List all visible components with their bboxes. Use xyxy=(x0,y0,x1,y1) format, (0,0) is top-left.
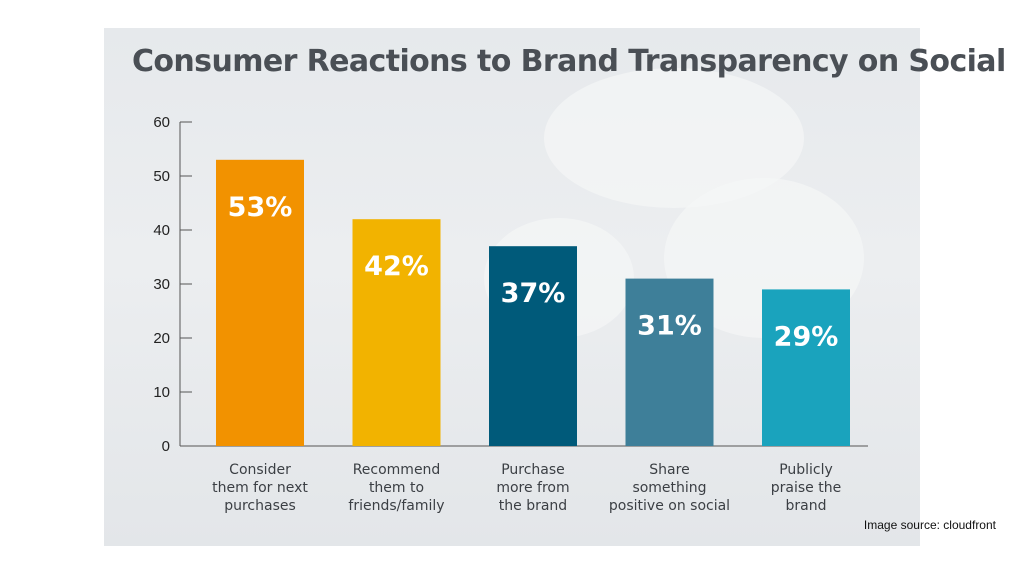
bar xyxy=(216,159,304,447)
x-category-label: the brand xyxy=(499,498,567,514)
y-tick-label: 20 xyxy=(153,330,170,347)
bar xyxy=(625,278,714,446)
y-tick-label: 0 xyxy=(162,438,170,455)
x-category-label: positive on social xyxy=(609,498,730,514)
x-category-label: them to xyxy=(369,480,424,496)
x-category-label: Purchase xyxy=(501,462,565,478)
bar-value-label: 31% xyxy=(637,311,702,342)
x-category-label: Publicly xyxy=(779,462,833,478)
x-category-label: praise the xyxy=(771,480,841,496)
bar xyxy=(352,219,441,446)
x-category-label: more from xyxy=(496,480,569,496)
x-category-label: something xyxy=(632,480,706,496)
chart-title: Consumer Reactions to Brand Transparency… xyxy=(132,44,1006,79)
y-tick-label: 60 xyxy=(153,114,170,131)
x-category-label: Recommend xyxy=(353,462,441,478)
y-tick-label: 50 xyxy=(153,168,170,185)
bar xyxy=(762,289,850,446)
bar-value-label: 37% xyxy=(501,278,566,309)
y-tick-label: 40 xyxy=(153,222,170,239)
image-source-caption: Image source: cloudfront xyxy=(863,518,996,532)
bar xyxy=(489,246,577,446)
x-category-label: purchases xyxy=(224,498,296,514)
y-tick-label: 30 xyxy=(153,276,170,293)
x-category-label: them for next xyxy=(212,480,308,496)
bar-value-label: 53% xyxy=(228,192,293,223)
x-category-label: Share xyxy=(649,462,689,478)
x-category-label: friends/family xyxy=(348,498,444,514)
x-category-label: brand xyxy=(786,498,827,514)
bar-value-label: 42% xyxy=(364,251,429,282)
y-tick-label: 10 xyxy=(153,384,170,401)
x-category-label: Consider xyxy=(229,462,291,478)
bar-value-label: 29% xyxy=(774,321,839,352)
